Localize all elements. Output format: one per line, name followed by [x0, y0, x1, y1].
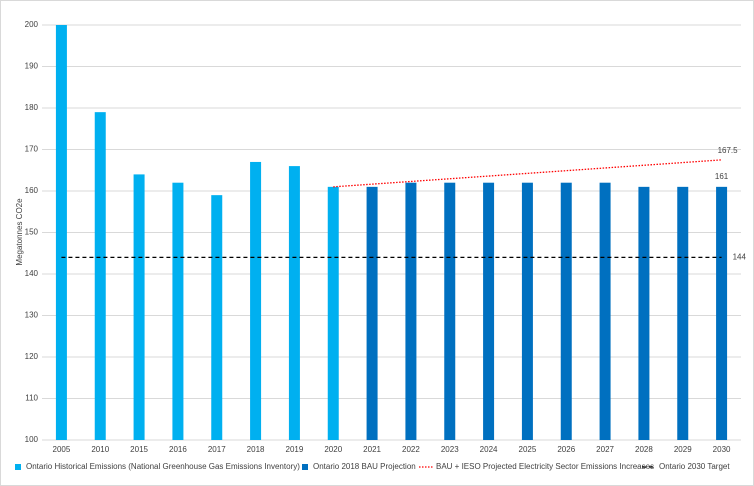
bar — [133, 174, 145, 440]
x-tick-label: 2010 — [91, 445, 109, 454]
y-tick-label: 160 — [25, 186, 39, 195]
y-tick-label: 140 — [25, 269, 39, 278]
x-tick-label: 2030 — [713, 445, 731, 454]
legend-label: BAU + IESO Projected Electricity Sector … — [436, 462, 654, 471]
bar — [250, 161, 262, 440]
y-tick-label: 180 — [25, 103, 39, 112]
y-tick-label: 120 — [25, 352, 39, 361]
x-tick-label: 2024 — [480, 445, 498, 454]
x-tick-label: 2016 — [169, 445, 187, 454]
data-label: 167.5 — [718, 146, 739, 155]
bar — [560, 182, 572, 440]
legend-label: Ontario Historical Emissions (National G… — [26, 462, 300, 471]
x-tick-label: 2027 — [596, 445, 614, 454]
x-tick-label: 2021 — [363, 445, 381, 454]
x-tick-label: 2025 — [519, 445, 537, 454]
bar — [94, 112, 106, 441]
bar — [405, 182, 417, 440]
legend-label: Ontario 2018 BAU Projection — [313, 462, 416, 471]
x-tick-label: 2020 — [324, 445, 342, 454]
bar — [716, 186, 728, 440]
x-tick-label: 2018 — [247, 445, 265, 454]
x-tick-label: 2028 — [635, 445, 653, 454]
bar — [444, 182, 456, 440]
bar — [521, 182, 533, 440]
bar — [483, 182, 495, 440]
y-axis-label: Megatonnes CO2e — [15, 198, 24, 266]
y-tick-label: 170 — [25, 145, 39, 154]
y-tick-label: 200 — [25, 20, 39, 29]
x-tick-label: 2023 — [441, 445, 459, 454]
legend-swatch — [15, 464, 21, 470]
legend-swatch — [302, 464, 308, 470]
x-tick-label: 2026 — [557, 445, 575, 454]
bar — [599, 182, 611, 440]
bar — [638, 186, 650, 440]
bar — [211, 195, 223, 440]
y-tick-label: 100 — [25, 435, 39, 444]
x-tick-label: 2019 — [286, 445, 304, 454]
y-tick-label: 110 — [25, 394, 38, 403]
bar — [327, 186, 339, 440]
y-tick-label: 190 — [25, 62, 39, 71]
bar — [55, 25, 67, 440]
legend-label: Ontario 2030 Target — [659, 462, 730, 471]
x-tick-label: 2022 — [402, 445, 420, 454]
y-tick-label: 130 — [25, 311, 39, 320]
bar — [288, 166, 300, 440]
bar — [172, 182, 184, 440]
x-tick-label: 2029 — [674, 445, 692, 454]
x-tick-label: 2005 — [53, 445, 71, 454]
data-label: 144 — [733, 253, 747, 262]
bar — [677, 186, 689, 440]
data-label-bg — [731, 252, 746, 263]
x-tick-label: 2015 — [130, 445, 148, 454]
y-tick-label: 150 — [25, 228, 39, 237]
line-series — [333, 159, 722, 188]
x-tick-label: 2017 — [208, 445, 226, 454]
data-label: 161 — [715, 172, 729, 181]
bar — [366, 186, 378, 440]
